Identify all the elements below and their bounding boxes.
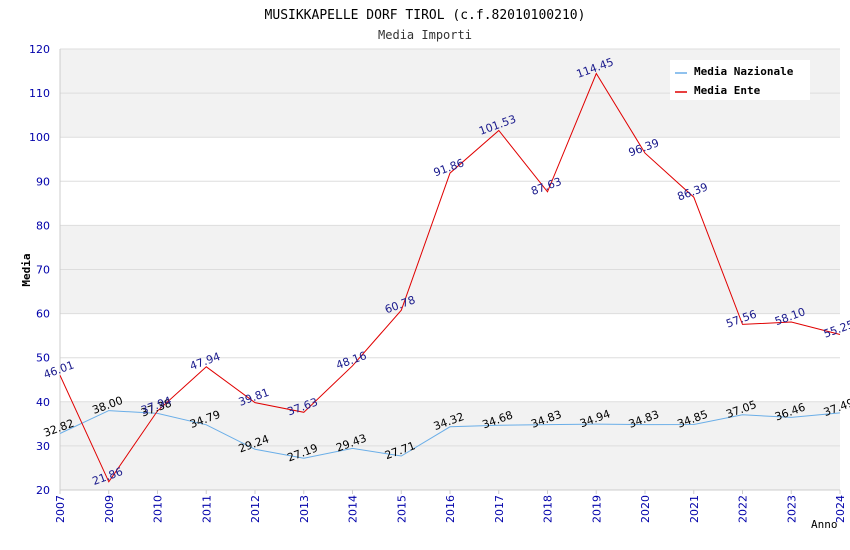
x-tick-label: 2019 [590,495,603,523]
x-axis-label: Anno [811,518,838,531]
plot-band [60,269,840,314]
x-tick-label: 2018 [542,495,555,523]
x-tick-label: 2015 [395,495,408,523]
chart-subtitle: Media Importi [378,28,472,42]
y-tick-label: 50 [36,352,50,365]
plot-band [60,445,840,490]
legend: Media Nazionale Media Ente [670,60,810,100]
plot-band [60,93,840,138]
legend-label-nazionale: Media Nazionale [694,65,794,78]
x-axis-ticks: 2007 2009 2010 2011 2012 2013 2014 2015 2016 2017… [54,490,847,523]
x-tick-label: 2013 [298,495,311,523]
y-tick-label: 120 [29,43,50,56]
x-tick-label: 2011 [200,495,213,523]
x-tick-label: 2007 [54,495,67,523]
legend-box [670,60,810,100]
plot-band [60,313,840,358]
x-tick-label: 2010 [152,495,165,523]
x-tick-label: 2023 [785,495,798,523]
series-line-nazionale [59,410,841,459]
x-tick-label: 2022 [737,495,750,523]
chart-title: MUSIKKAPELLE DORF TIROL (c.f.82010100210… [265,8,586,23]
x-tick-label: 2014 [347,495,360,523]
x-tick-label: 2024 [834,495,847,523]
y-tick-label: 40 [36,396,50,409]
y-tick-label: 90 [36,175,50,188]
x-tick-label: 2016 [444,495,457,523]
plot-band [60,181,840,226]
x-tick-label: 2012 [249,495,262,523]
x-tick-label: 2017 [493,495,506,523]
y-tick-label: 20 [36,484,50,497]
y-tick-label: 70 [36,264,50,277]
y-tick-label: 60 [36,308,50,321]
y-tick-label: 80 [36,219,50,232]
plot-band [60,401,840,446]
x-tick-label: 2020 [639,495,652,523]
y-axis-label: Media [20,253,33,286]
plot-band [60,225,840,270]
plot-band [60,357,840,402]
x-tick-label: 2009 [103,495,116,523]
series-lines [59,72,841,483]
legend-label-ente: Media Ente [694,84,761,97]
series-line-ente [59,72,841,483]
y-tick-label: 100 [29,131,50,144]
y-tick-label: 110 [29,87,50,100]
y-tick-label: 30 [36,440,50,453]
y-axis-ticks: 20 30 40 50 60 70 80 90 100 110 120 [29,43,50,497]
plot-band [60,137,840,182]
x-tick-label: 2021 [688,495,701,523]
